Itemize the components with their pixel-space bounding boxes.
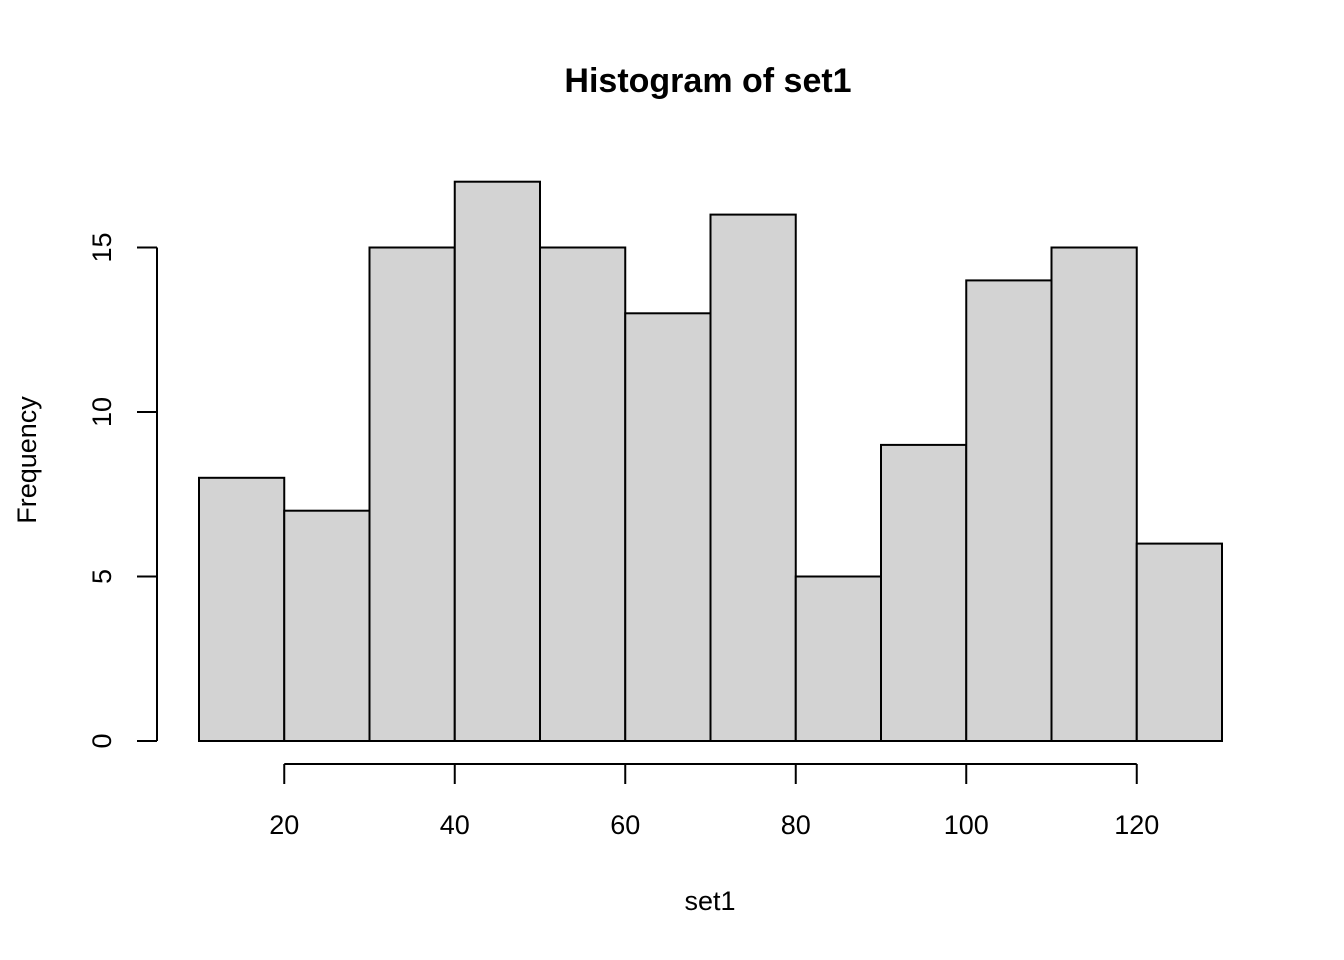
x-axis-label: set1	[684, 886, 735, 916]
y-tick-label: 5	[87, 569, 117, 584]
histogram-bar-120-130	[1135, 542, 1223, 742]
histogram-bar-80-90	[794, 575, 882, 742]
x-tick-label: 120	[1114, 810, 1159, 840]
histogram-bar-60-70	[624, 312, 712, 742]
x-tick-label: 20	[269, 810, 299, 840]
x-tick-label: 80	[781, 810, 811, 840]
histogram-bar-90-100	[880, 443, 968, 742]
histogram-bar-30-40	[368, 246, 456, 742]
y-axis: 0 5 10 15	[87, 232, 158, 749]
histogram-bar-50-60	[539, 246, 627, 742]
y-axis-label: Frequency	[12, 396, 42, 524]
histogram-bar-110-120	[1050, 246, 1138, 742]
histogram-bar-20-30	[283, 509, 371, 743]
x-tick-label: 100	[944, 810, 989, 840]
y-tick-label: 15	[87, 232, 117, 262]
histogram-bar-70-80	[709, 213, 797, 743]
x-axis: 20 40 60 80 100 120	[269, 763, 1159, 840]
histogram-bar-40-50	[453, 180, 541, 742]
x-tick-label: 40	[440, 810, 470, 840]
histogram-bar-100-110	[965, 279, 1053, 742]
x-tick-label: 60	[610, 810, 640, 840]
y-tick-label: 0	[87, 733, 117, 748]
y-tick-label: 10	[87, 397, 117, 427]
histogram-bar-10-20	[198, 476, 286, 742]
histogram-bars	[198, 180, 1223, 743]
chart-title: Histogram of set1	[564, 62, 851, 100]
